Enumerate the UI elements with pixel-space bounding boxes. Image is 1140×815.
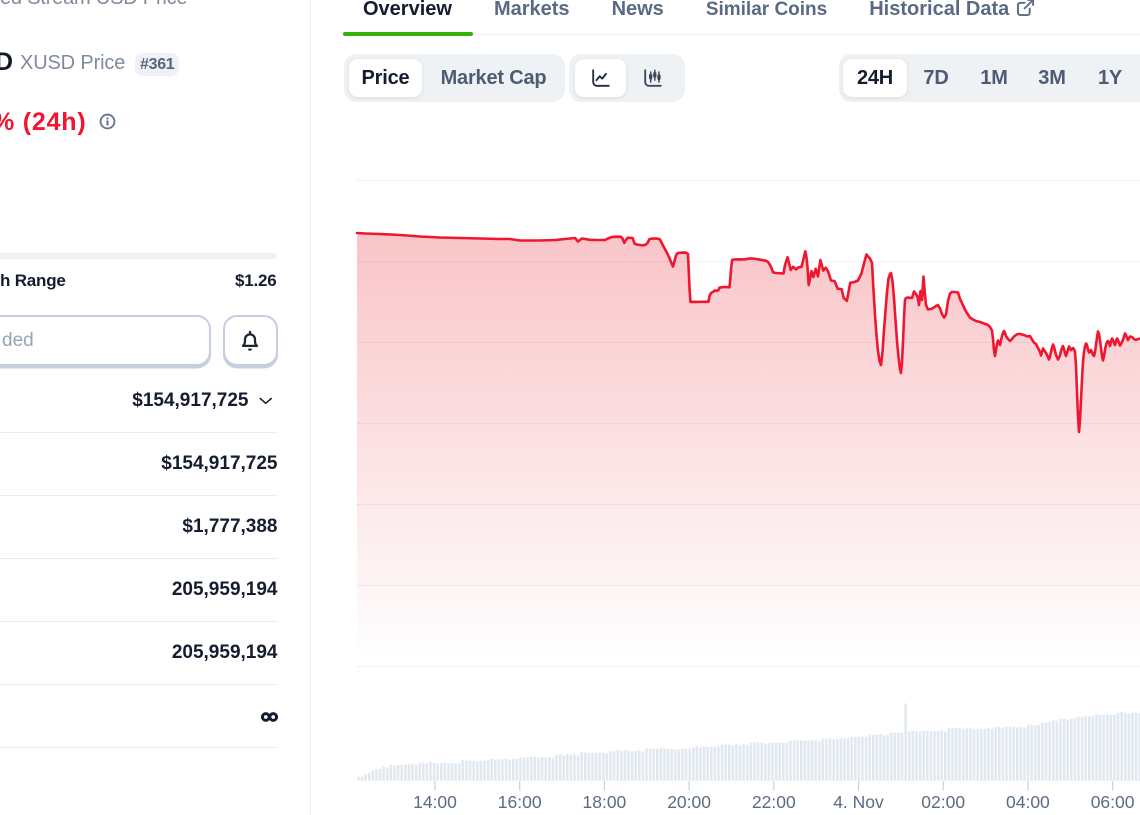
svg-text:16:00: 16:00 bbox=[498, 792, 542, 812]
svg-text:20:00: 20:00 bbox=[667, 792, 711, 812]
svg-text:06:00: 06:00 bbox=[1091, 792, 1135, 812]
svg-text:14:00: 14:00 bbox=[413, 792, 457, 812]
svg-text:02:00: 02:00 bbox=[921, 792, 965, 812]
svg-text:04:00: 04:00 bbox=[1006, 792, 1050, 812]
svg-text:22:00: 22:00 bbox=[752, 792, 796, 812]
svg-text:18:00: 18:00 bbox=[583, 792, 627, 812]
svg-text:4. Nov: 4. Nov bbox=[833, 792, 884, 812]
